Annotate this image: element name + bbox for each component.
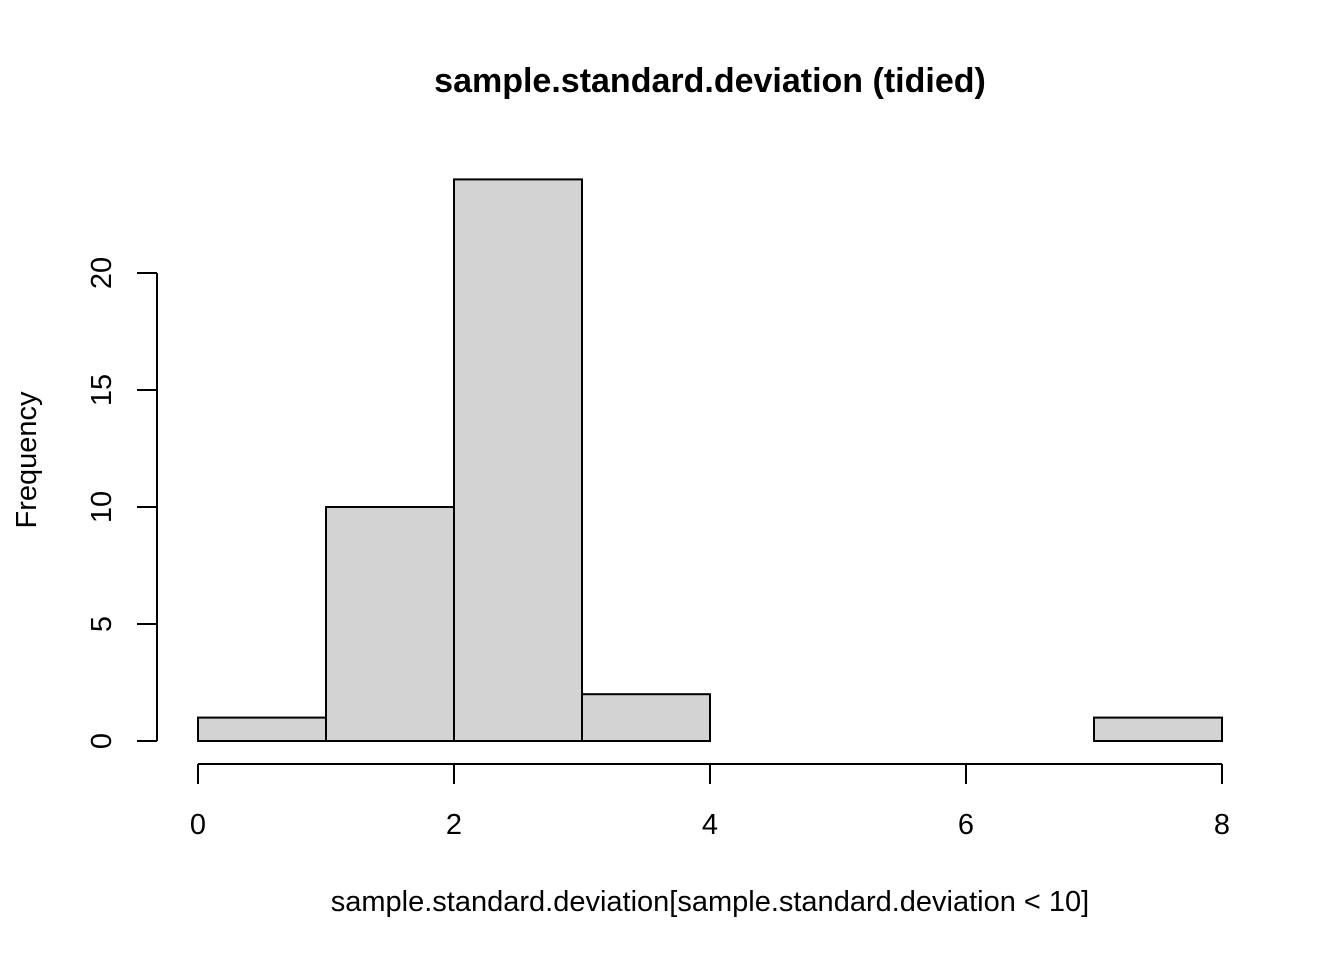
chart-title: sample.standard.deviation (tidied) <box>434 62 986 100</box>
y-axis: 0 5 10 15 20 <box>86 257 158 749</box>
histogram-bar-7 <box>1093 716 1223 742</box>
y-axis-label: Frequency <box>11 391 43 529</box>
x-tick-label-1: 2 <box>446 809 462 841</box>
y-tick-label-4: 20 <box>86 257 118 289</box>
x-axis-label: sample.standard.deviation[sample.standar… <box>331 886 1090 918</box>
y-tick-label-2: 10 <box>86 491 118 523</box>
y-tick-label-1: 5 <box>86 616 118 632</box>
x-tick-label-3: 6 <box>958 809 974 841</box>
x-axis: 0 2 4 6 8 <box>190 763 1230 841</box>
histogram-bar-3 <box>581 693 711 743</box>
x-tick-label-4: 8 <box>1214 809 1230 841</box>
x-tick-label-2: 4 <box>702 809 718 841</box>
histogram-bar-0 <box>197 716 327 742</box>
y-tick-label-0: 0 <box>86 733 118 749</box>
histogram-bar-2 <box>453 178 583 742</box>
bars-group <box>197 178 1223 743</box>
histogram-bar-1 <box>325 506 455 742</box>
x-tick-label-0: 0 <box>190 809 206 841</box>
y-tick-label-3: 15 <box>86 374 118 406</box>
